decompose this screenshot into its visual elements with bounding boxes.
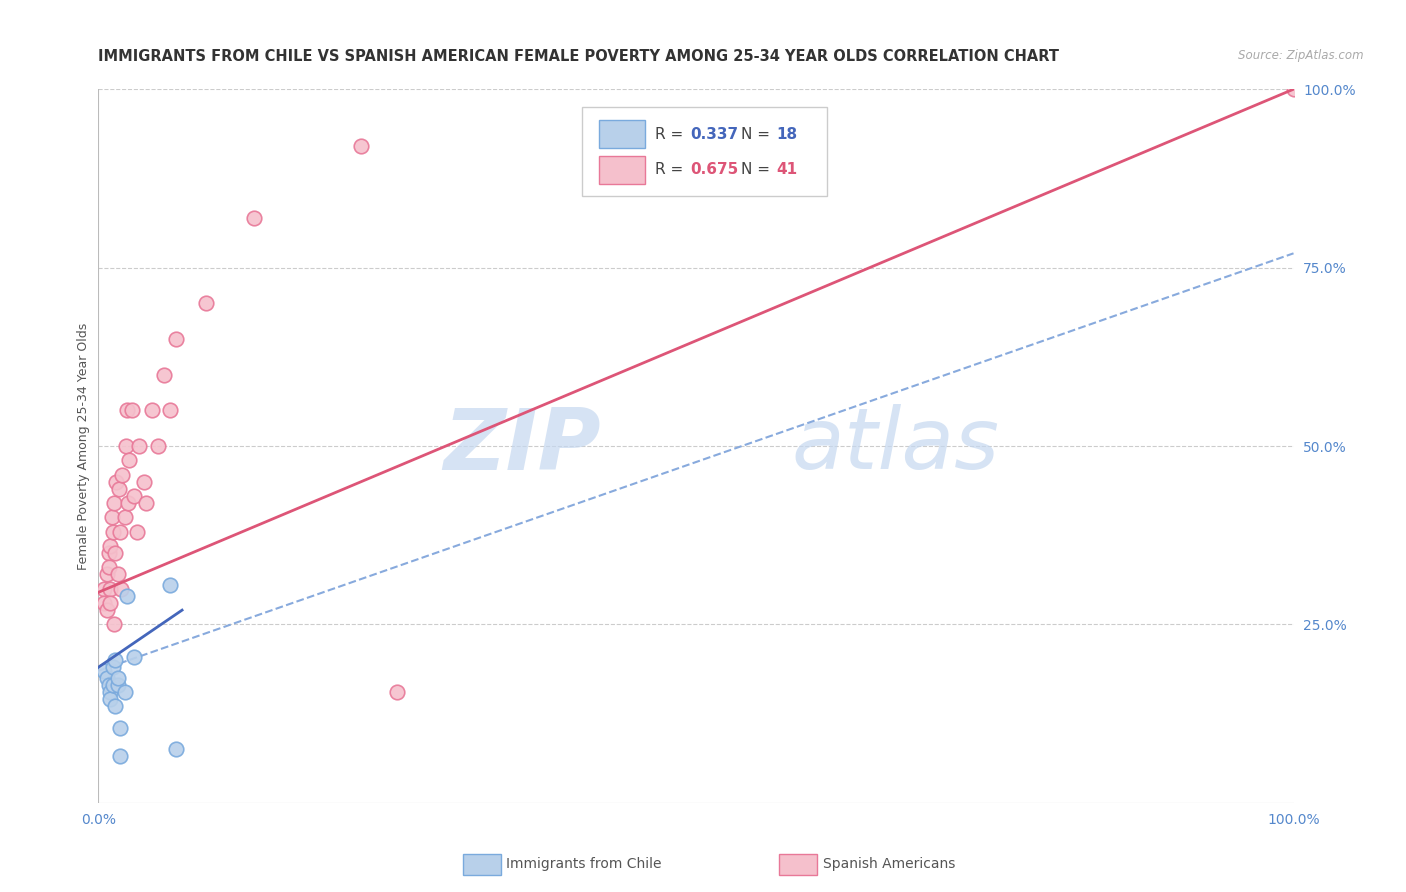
Point (98, 539, 122, 553)
Text: R =: R = (655, 127, 689, 142)
Point (115, 589, 138, 603)
Point (124, 489, 146, 503)
Text: IMMIGRANTS FROM CHILE VS SPANISH AMERICAN FEMALE POVERTY AMONG 25-34 YEAR OLDS C: IMMIGRANTS FROM CHILE VS SPANISH AMERICA… (98, 49, 1059, 64)
Point (93, 582, 115, 596)
Point (105, 475, 128, 489)
Point (98, 678, 121, 692)
Point (110, 582, 132, 596)
Point (93, 596, 115, 610)
FancyBboxPatch shape (599, 120, 644, 148)
Point (98, 685, 122, 699)
Text: atlas: atlas (792, 404, 1000, 488)
Point (108, 524, 131, 539)
Point (107, 678, 129, 692)
Point (101, 660, 124, 674)
Point (98, 692, 122, 706)
Text: 18: 18 (776, 127, 797, 142)
Point (165, 742, 187, 756)
Point (103, 496, 125, 510)
Point (108, 721, 131, 735)
Point (103, 617, 125, 632)
Point (121, 403, 143, 417)
Point (96, 671, 118, 685)
Point (104, 653, 127, 667)
Point (132, 475, 155, 489)
Point (101, 524, 124, 539)
Point (115, 439, 138, 453)
FancyBboxPatch shape (599, 155, 644, 184)
Point (93, 664, 115, 678)
Point (101, 678, 124, 692)
Point (148, 439, 170, 453)
Text: 41: 41 (776, 162, 797, 178)
Point (114, 510, 136, 524)
Point (118, 453, 141, 467)
Text: N =: N = (741, 127, 775, 142)
Point (1282, 82, 1305, 96)
Point (128, 439, 150, 453)
Point (141, 403, 163, 417)
Point (107, 482, 129, 496)
Point (117, 496, 139, 510)
Text: 0.675: 0.675 (690, 162, 738, 178)
Y-axis label: Female Poverty Among 25-34 Year Olds: Female Poverty Among 25-34 Year Olds (77, 322, 90, 570)
Text: N =: N = (741, 162, 775, 178)
Text: Immigrants from Chile: Immigrants from Chile (506, 857, 662, 871)
Point (98, 546, 121, 560)
Point (96, 603, 118, 617)
Point (114, 685, 136, 699)
Point (125, 524, 148, 539)
Point (111, 467, 134, 482)
Point (96, 567, 118, 582)
Point (100, 510, 122, 524)
Point (115, 403, 138, 417)
Text: R =: R = (655, 162, 689, 178)
Point (159, 578, 181, 592)
Point (104, 699, 127, 714)
Point (159, 403, 181, 417)
Point (153, 368, 176, 382)
Text: ZIP: ZIP (443, 404, 600, 488)
Point (104, 546, 127, 560)
Point (107, 671, 129, 685)
Text: Spanish Americans: Spanish Americans (823, 857, 955, 871)
Point (165, 332, 187, 346)
Point (124, 649, 146, 664)
Point (194, 296, 218, 310)
Point (98, 596, 122, 610)
Point (98, 560, 121, 574)
Point (98, 582, 122, 596)
Text: Source: ZipAtlas.com: Source: ZipAtlas.com (1239, 49, 1364, 62)
Point (350, 139, 373, 153)
Point (385, 685, 409, 699)
Point (135, 496, 157, 510)
FancyBboxPatch shape (582, 107, 827, 196)
Text: 0.337: 0.337 (690, 127, 738, 142)
Point (243, 211, 266, 225)
Point (107, 567, 129, 582)
Point (108, 749, 131, 764)
